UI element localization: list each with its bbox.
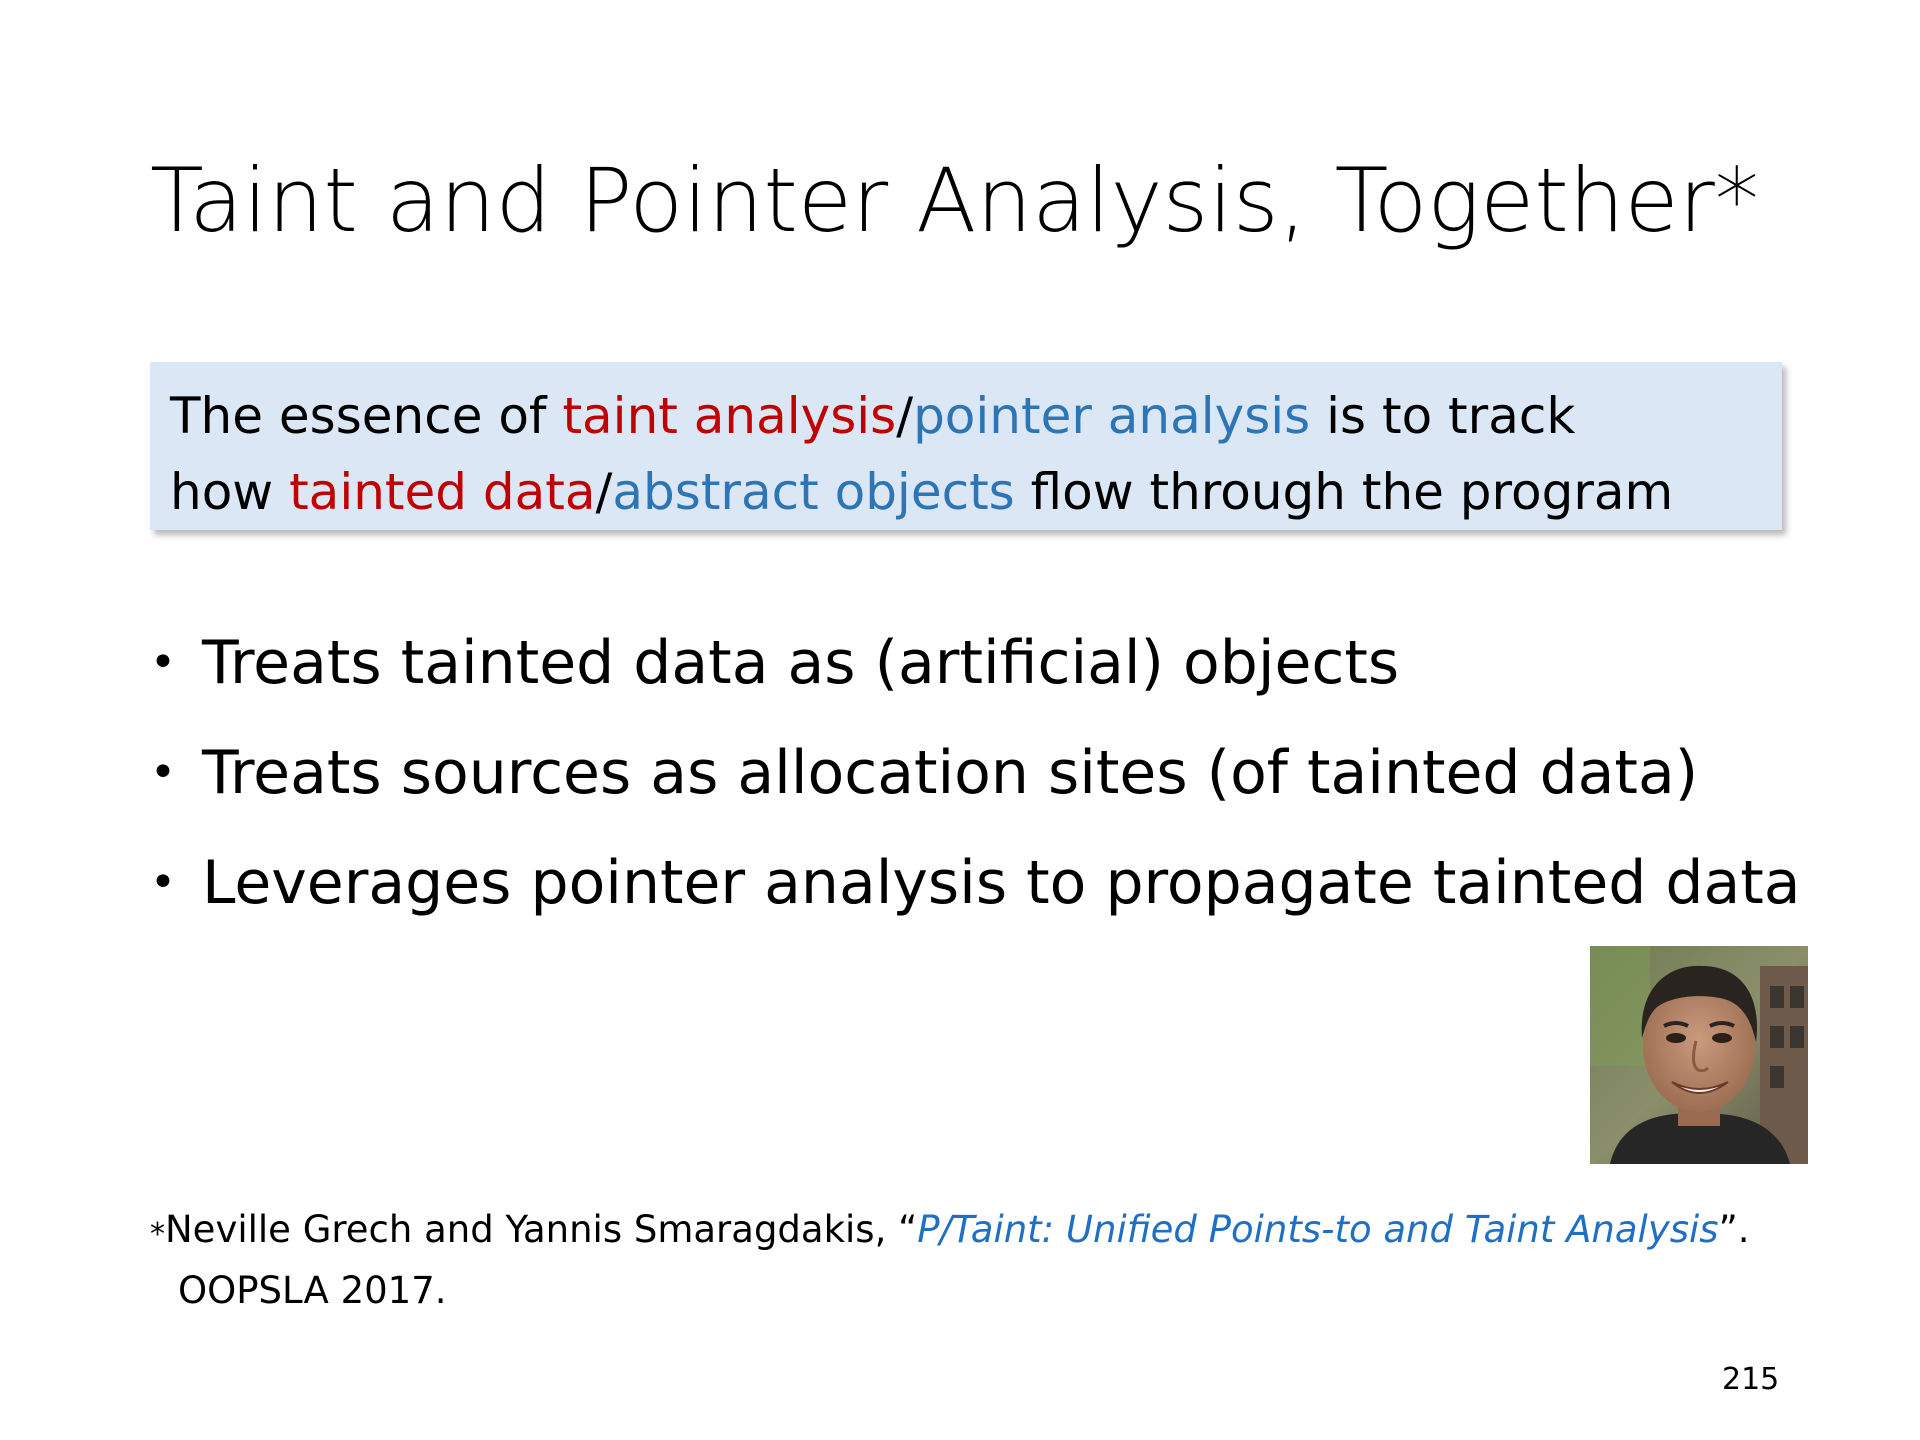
bullet-item: • Leverages pointer analysis to propagate… xyxy=(150,838,1801,948)
bullet-text: Treats sources as allocation sites (of t… xyxy=(202,738,1699,808)
essence-line-2-prefix: how xyxy=(170,463,290,521)
slide-title: Taint and Pointer Analysis, Together* xyxy=(150,149,1759,252)
bullet-item: • Treats tainted data as (artificial) obj… xyxy=(150,618,1801,728)
essence-line-1-suffix: is to track xyxy=(1310,387,1576,445)
essence-callout-box: The essence of taint analysis/pointer an… xyxy=(150,362,1782,530)
page-number: 215 xyxy=(1722,1362,1780,1397)
bullet-text: Leverages pointer analysis to propagate … xyxy=(202,848,1801,918)
bullet-marker: • xyxy=(150,857,176,908)
essence-line-2: how tainted data/abstract objects flow t… xyxy=(170,454,1782,530)
tainted-data-term: tainted data xyxy=(289,463,596,521)
paper-title-link[interactable]: P/Taint: Unified Points-to and Taint Ana… xyxy=(917,1208,1719,1251)
taint-analysis-term: taint analysis xyxy=(562,387,897,445)
essence-line-1-prefix: The essence of xyxy=(170,387,563,445)
portrait-illustration xyxy=(1590,946,1808,1164)
footnote-close-quote: ”. xyxy=(1718,1208,1750,1251)
essence-line-1-slash: / xyxy=(896,387,914,445)
footnote: *Neville Grech and Yannis Smaragdakis, “… xyxy=(150,1202,1750,1319)
footnote-authors: Neville Grech and Yannis Smaragdakis, “ xyxy=(165,1208,918,1251)
footnote-marker: * xyxy=(150,1217,165,1252)
essence-line-1: The essence of taint analysis/pointer an… xyxy=(170,378,1782,454)
abstract-objects-term: abstract objects xyxy=(612,463,1015,521)
essence-line-2-suffix: flow through the program xyxy=(1014,463,1674,521)
portrait-photo xyxy=(1590,946,1808,1164)
bullet-list: • Treats tainted data as (artificial) obj… xyxy=(150,618,1801,948)
essence-line-2-slash: / xyxy=(595,463,613,521)
pointer-analysis-term: pointer analysis xyxy=(913,387,1311,445)
bullet-item: • Treats sources as allocation sites (of … xyxy=(150,728,1801,838)
footnote-line-1: *Neville Grech and Yannis Smaragdakis, “… xyxy=(150,1202,1750,1263)
bullet-marker: • xyxy=(150,747,176,798)
bullet-text: Treats tainted data as (artificial) obje… xyxy=(202,628,1400,698)
bullet-marker: • xyxy=(150,637,176,688)
footnote-venue: OOPSLA 2017. xyxy=(178,1269,447,1312)
